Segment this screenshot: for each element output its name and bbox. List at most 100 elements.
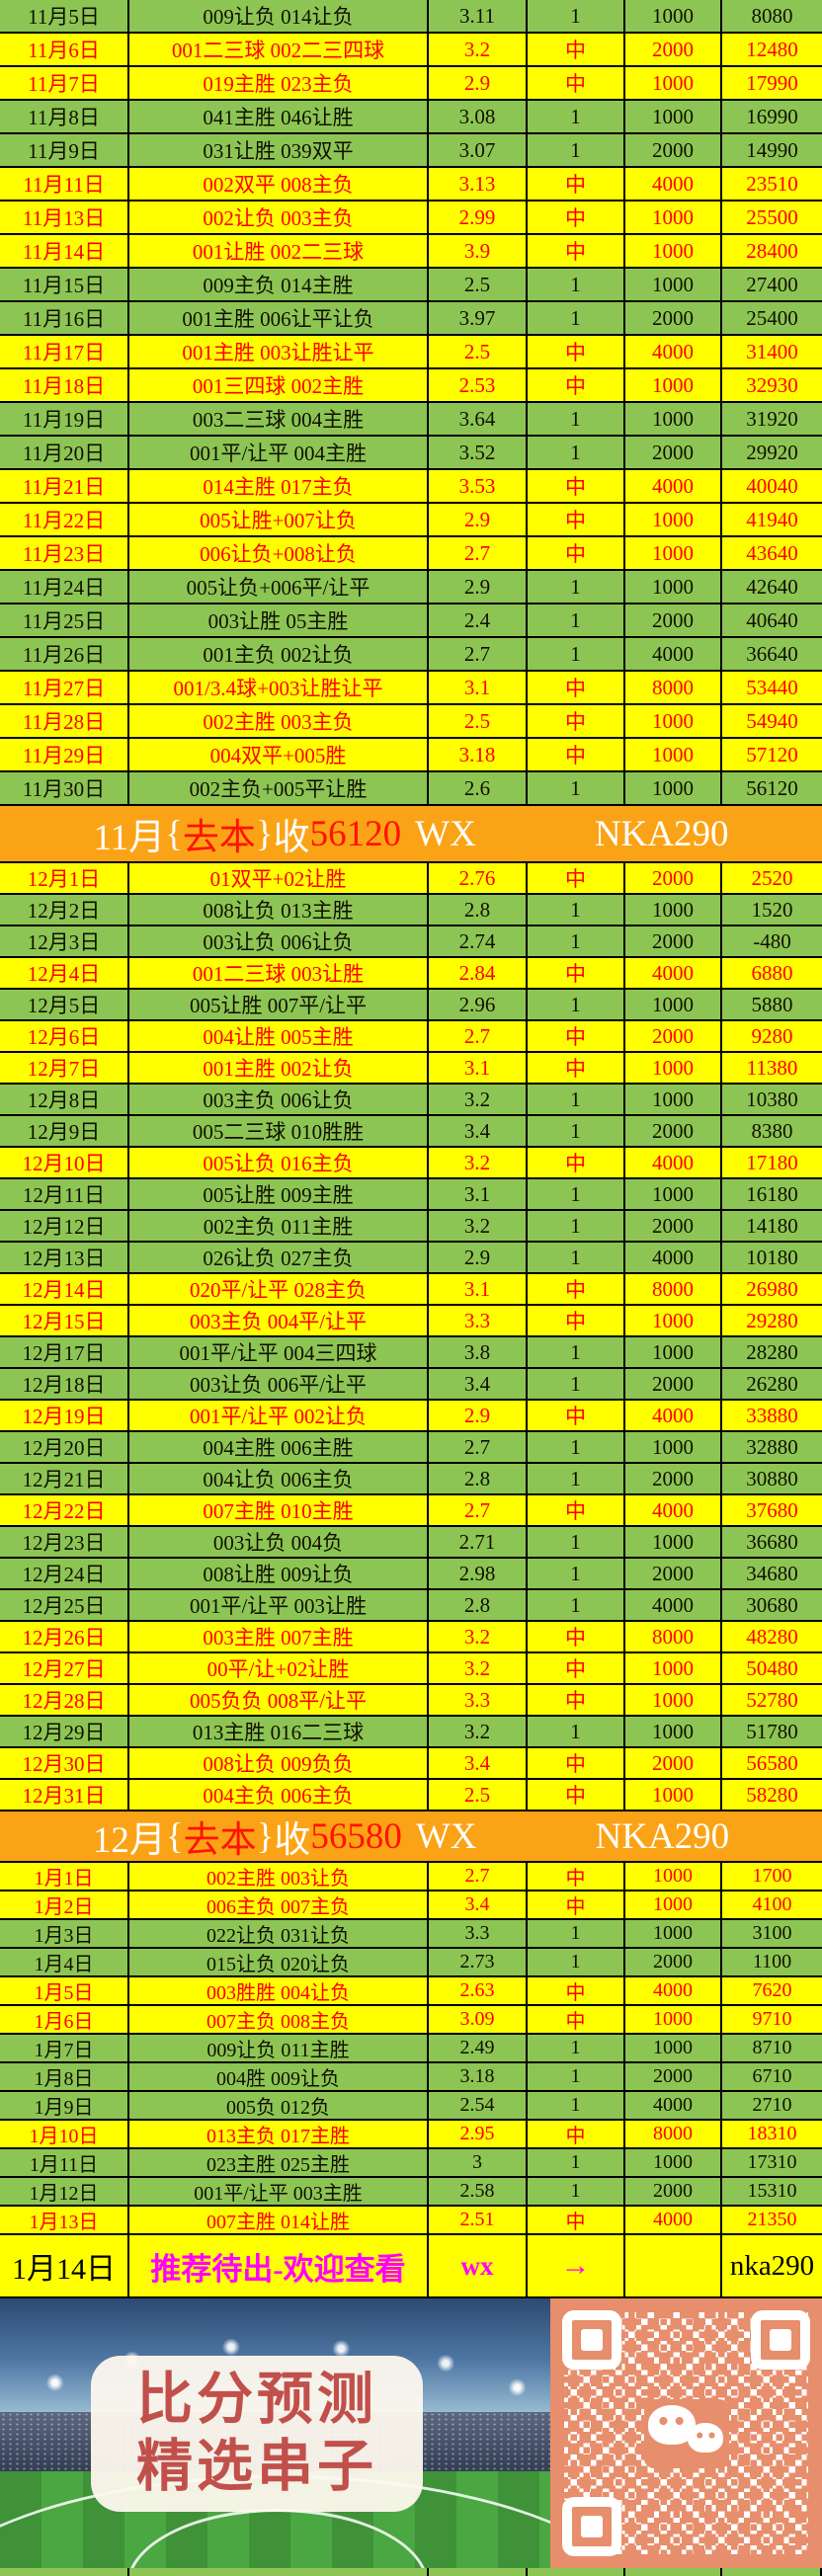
hit-flag-cell: 1 (528, 1243, 625, 1272)
pending-recommendation-row: 1月14日 推荐待出-欢迎查看 wx → nka290 (0, 2235, 822, 2298)
total-cell: 25500 (746, 204, 798, 229)
date-cell: 1月2日 (0, 1892, 129, 1918)
stake-cell: 1000 (625, 895, 722, 925)
odds-cell: 2.84 (429, 958, 528, 988)
bet-cell: 013主负 017主胜 (129, 2121, 429, 2147)
stake-cell: 1000 (625, 0, 722, 32)
bet-cell: 014主胜 017主负 (129, 470, 429, 502)
odds-cell: 3.52 (429, 437, 528, 468)
stake-cell: 1000 (625, 1085, 722, 1114)
date-cell: 1月5日 (0, 1977, 129, 2004)
total-cell: 16990 (746, 104, 798, 128)
stake-cell: 8000 (625, 1274, 722, 1304)
date-cell: 12月18日 (0, 1369, 129, 1399)
date-cell: 12月29日 (0, 1717, 129, 1746)
hit-flag-cell: 1 (528, 302, 625, 334)
hit-flag-cell: 中 (528, 1021, 625, 1051)
stake-cell: 1000 (625, 1863, 722, 1890)
stake-cell: 1000 (625, 1780, 722, 1810)
total-cell: 54940 (746, 708, 798, 733)
total-cell: 27400 (746, 272, 798, 296)
hit-flag-cell: 1 (528, 772, 625, 804)
table-row: 12月28日 005负负 008平/让平 3.3 中 1000 52780 (0, 1685, 822, 1717)
hit-flag-cell: 中 (528, 504, 625, 535)
date-cell: 11月30日 (0, 772, 129, 804)
total-cell: 8080 (751, 3, 793, 28)
stake-cell: 1000 (625, 67, 722, 99)
date-cell: 11月19日 (0, 403, 129, 435)
banner-amount: 56580 (310, 1815, 402, 1857)
date-cell: 11月16日 (0, 302, 129, 334)
odds-cell: 3.1 (429, 1053, 528, 1083)
date-cell: 11月26日 (0, 638, 129, 670)
bet-cell: 003让胜 05主胜 (129, 604, 429, 636)
total-cell: 26980 (746, 1276, 798, 1301)
hit-flag-cell: 1 (528, 269, 625, 300)
hit-flag-cell: 中 (528, 235, 625, 267)
table-row: 12月17日 001平/让平 004三四球 3.8 1 1000 28280 (0, 1337, 822, 1369)
odds-cell: 3.18 (429, 739, 528, 770)
stake-cell: 1000 (625, 1717, 722, 1746)
hit-flag-cell: 1 (528, 2178, 625, 2205)
date-cell: 12月26日 (0, 1622, 129, 1651)
table-row: 11月28日 002主胜 003主负 2.5 中 1000 54940 (0, 705, 822, 739)
date-cell: 12月14日 (0, 1274, 129, 1304)
stake-cell: 4000 (625, 1590, 722, 1620)
bet-cell: 008让胜 009让负 (129, 1559, 429, 1588)
date-cell: 11月6日 (0, 34, 129, 65)
date-cell: 12月2日 (0, 895, 129, 925)
hit-flag-cell: 中 (528, 1892, 625, 1918)
hit-flag-cell: 1 (528, 1590, 625, 1620)
table-row: 12月25日 001平/让平 003让胜 2.8 1 4000 30680 (0, 1590, 822, 1622)
bet-cell: 005让负 016主负 (129, 1148, 429, 1177)
stake-cell: 1000 (625, 1920, 722, 1947)
odds-cell: 3.4 (429, 1748, 528, 1778)
stake-cell (625, 2568, 722, 2576)
table-row: 11月16日 001主胜 006让平让负 3.97 1 2000 25400 (0, 302, 822, 336)
hit-flag-cell: 中 (528, 863, 625, 893)
bet-cell: 002双平 008主负 (129, 168, 429, 200)
odds-cell: 3.2 (429, 1622, 528, 1651)
hit-flag-cell: 中 (528, 2207, 625, 2233)
hit-flag-cell: 1 (528, 1116, 625, 1146)
hit-flag-cell: 中 (528, 537, 625, 569)
total-cell: 29280 (746, 1308, 798, 1332)
total-cell: 5880 (751, 992, 793, 1016)
odds-cell (429, 2568, 528, 2576)
hit-flag-cell: 中 (528, 168, 625, 200)
stake-cell: 2000 (625, 926, 722, 956)
date-cell: 12月24日 (0, 1559, 129, 1588)
date-cell: 1月9日 (0, 2092, 129, 2119)
table-row: 12月20日 004主胜 006主胜 2.7 1 1000 32880 (0, 1432, 822, 1464)
total-cell: 34680 (746, 1561, 798, 1585)
bet-cell: 022让负 031让负 (129, 1920, 429, 1947)
date-cell: 12月6日 (0, 1021, 129, 1051)
date-cell: 12月25日 (0, 1590, 129, 1620)
table-row: 11月23日 006让负+008让负 2.7 中 1000 43640 (0, 537, 822, 571)
bet-cell: 001二三球 003让胜 (129, 958, 429, 988)
total-cell: 31920 (746, 406, 798, 431)
odds-cell: 3.11 (429, 0, 528, 32)
stake-cell: 2000 (625, 1369, 722, 1399)
stake-cell: 1000 (625, 1337, 722, 1367)
bet-cell: 031让胜 039双平 (129, 134, 429, 166)
date-cell: 12月21日 (0, 1464, 129, 1493)
hit-flag-cell: 1 (528, 1464, 625, 1493)
bet-cell: 001平/让平 004三四球 (129, 1337, 429, 1367)
date-cell: 12月19日 (0, 1401, 129, 1430)
hit-flag-cell: 1 (528, 1527, 625, 1557)
stake-cell: 1000 (625, 1892, 722, 1918)
odds-cell: 2.58 (429, 2178, 528, 2205)
bet-cell: 003主负 004平/让平 (129, 1306, 429, 1335)
total-cell: 40040 (746, 473, 798, 498)
total-cell: 10180 (746, 1245, 798, 1269)
total-cell: 11380 (746, 1055, 798, 1080)
hit-flag-cell: 中 (528, 1053, 625, 1083)
date-cell: 11月9日 (0, 134, 129, 166)
banner-wx-code: NKA290 (594, 813, 729, 854)
total-cell: 48280 (746, 1624, 798, 1649)
total-cell: 2710 (752, 2094, 792, 2116)
slogan-line-2: 精选串子 (136, 2436, 377, 2498)
table-row: 11月29日 004双平+005胜 3.18 中 1000 57120 (0, 739, 822, 772)
